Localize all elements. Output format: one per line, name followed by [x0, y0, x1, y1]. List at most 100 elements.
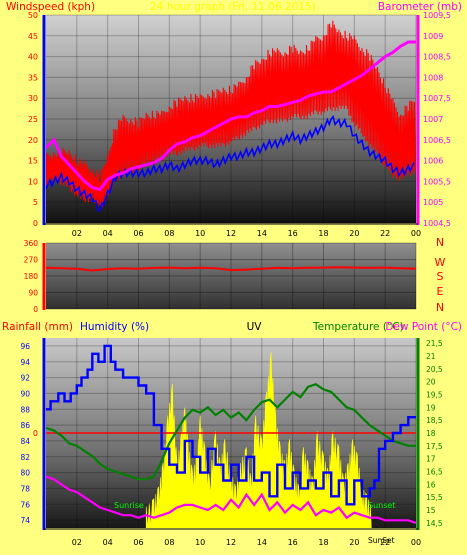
temperature-tick-labels: 14,5 15 15,5 16 16,5 17 17,5 18 18,5 19 19,5 20 20,5…	[426, 339, 443, 528]
wind-gust-series	[46, 20, 416, 207]
barometer-tick-label: 1009	[423, 32, 443, 41]
direction-plot-area	[46, 243, 416, 309]
barometer-axis-title: Barometer (mb)	[378, 1, 462, 13]
direction-tick-label: 0	[33, 305, 38, 314]
humidity-series	[46, 344, 416, 506]
bottom-time-tick-label: 20	[349, 538, 359, 547]
direction-tick-label: 270	[24, 256, 39, 265]
temperature-tick-label: 18	[426, 429, 436, 438]
windspeed-tick-label: 20	[28, 136, 38, 145]
compass-label: W	[435, 256, 446, 269]
humidity-tick-labels: 74 76 78 80 82 84 86 88 90 92 94 96	[20, 342, 30, 525]
chart-title: 24 hour graph (Fri, 11.06.2015)	[150, 1, 316, 13]
humidity-tick-label: 82	[20, 453, 30, 462]
barometer-series	[46, 40, 416, 192]
bottom-time-tick-label: 22	[380, 538, 390, 547]
humidity-tick-label: 78	[20, 484, 30, 493]
humidity-tick-label: 96	[20, 342, 30, 351]
barometer-tick-label: 1005,5	[423, 177, 451, 186]
uv-axis-title: UV	[247, 321, 263, 333]
bottom-time-tick-label: 08	[164, 538, 174, 547]
humidity-tick-label: 74	[20, 516, 30, 525]
bottom-time-tick-labels: 02 04 06 08 10 12 14 16 18 20 22 00	[72, 538, 421, 547]
windspeed-axis-title: Windspeed (kph)	[6, 1, 95, 13]
windspeed-tick-label: 25	[28, 115, 38, 124]
bottom-time-tick-label: 12	[226, 538, 236, 547]
barometer-tick-label: 1006,5	[423, 136, 451, 145]
humidity-tick-label: 80	[20, 469, 30, 478]
sunset-bottom-annotation: SunSet	[368, 536, 395, 545]
windspeed-tick-label: 35	[28, 73, 38, 82]
windspeed-tick-label: 5	[33, 198, 38, 207]
temperature-tick-label: 16	[426, 480, 436, 489]
windspeed-tick-label: 45	[28, 32, 38, 41]
windspeed-tick-label: 50	[28, 11, 38, 20]
dewpoint-axis-title: Dew Point (°C)	[385, 321, 462, 333]
barometer-tick-label: 1007	[423, 115, 443, 124]
bottom-time-tick-label: 18	[318, 538, 328, 547]
sunset-annotation: Sunset	[368, 501, 395, 510]
temperature-tick-label: 18,5	[426, 416, 443, 425]
wind-time-tick-label: 04	[103, 229, 113, 238]
temperature-tick-label: 19,5	[426, 390, 443, 399]
temperature-tick-label: 20,5	[426, 365, 443, 374]
humidity-axis-title: Humidity (%)	[80, 321, 149, 333]
compass-label: N	[436, 301, 444, 314]
humidity-tick-label: 90	[20, 389, 30, 398]
barometer-tick-labels: 1004,5 1005 1005,5 1006 1006,5 1007 1007,5 1008…	[423, 11, 451, 228]
humidity-tick-label: 94	[20, 358, 30, 367]
temperature-series	[46, 382, 416, 481]
wind-time-tick-label: 22	[380, 229, 390, 238]
direction-tick-label: 360	[24, 239, 39, 248]
bottom-time-tick-label: 00	[411, 538, 421, 547]
wind-time-tick-label: 14	[257, 229, 267, 238]
humidity-tick-label: 92	[20, 374, 30, 383]
direction-tick-labels: 0 90 180 270 360	[24, 239, 39, 314]
temperature-tick-label: 17,5	[426, 442, 443, 451]
sunrise-annotation: Sunrise	[114, 501, 144, 510]
wind-time-tick-label: 02	[72, 229, 82, 238]
bottom-time-tick-label: 04	[103, 538, 113, 547]
rainfall-axis-title: Rainfall (mm)	[2, 321, 73, 333]
direction-tick-label: 180	[24, 272, 39, 281]
windspeed-tick-labels: 0 5 10 15 20 25 30 35 40 45 50	[28, 11, 38, 228]
wind-time-tick-label: 10	[195, 229, 205, 238]
humidity-tick-label: 84	[20, 437, 30, 446]
wind-time-tick-label: 20	[349, 229, 359, 238]
bottom-time-tick-label: 10	[195, 538, 205, 547]
temperature-tick-label: 21,5	[426, 339, 443, 348]
windspeed-tick-label: 15	[28, 157, 38, 166]
temperature-axis-title: Temperature (°C)	[312, 321, 404, 333]
bottom-series	[46, 344, 416, 528]
temperature-tick-label: 20	[426, 378, 436, 387]
temperature-tick-label: 19	[426, 403, 436, 412]
windspeed-tick-label: 10	[28, 177, 38, 186]
barometer-tick-label: 1005	[423, 198, 443, 207]
wind-direction-series	[46, 266, 416, 272]
compass-label: S	[437, 270, 444, 283]
wind-time-tick-label: 06	[133, 229, 143, 238]
wind-time-tick-label: 00	[411, 229, 421, 238]
dewpoint-series	[46, 475, 416, 524]
temperature-tick-label: 21	[426, 352, 436, 361]
direction-tick-label: 90	[28, 289, 38, 298]
compass-label: E	[437, 285, 444, 298]
barometer-tick-label: 1008,5	[423, 53, 451, 62]
windspeed-tick-label: 0	[33, 219, 38, 228]
humidity-tick-label: 88	[20, 405, 30, 414]
barometer-tick-label: 1007,5	[423, 94, 451, 103]
temperature-tick-label: 15,5	[426, 493, 443, 502]
wind-time-tick-label: 08	[164, 229, 174, 238]
humidity-tick-label: 76	[20, 500, 30, 509]
compass-label: N	[436, 236, 444, 249]
wind-time-tick-labels: 02 04 06 08 10 12 14 16 18 20 22 00	[72, 229, 421, 238]
moonrise-annotation: Moon Rise	[232, 518, 273, 527]
windspeed-tick-label: 40	[28, 53, 38, 62]
direction-series	[46, 266, 416, 272]
temperature-tick-label: 15	[426, 506, 436, 515]
barometer-tick-label: 1004,5	[423, 219, 451, 228]
windspeed-tick-label: 30	[28, 94, 38, 103]
wind-time-tick-label: 18	[318, 229, 328, 238]
